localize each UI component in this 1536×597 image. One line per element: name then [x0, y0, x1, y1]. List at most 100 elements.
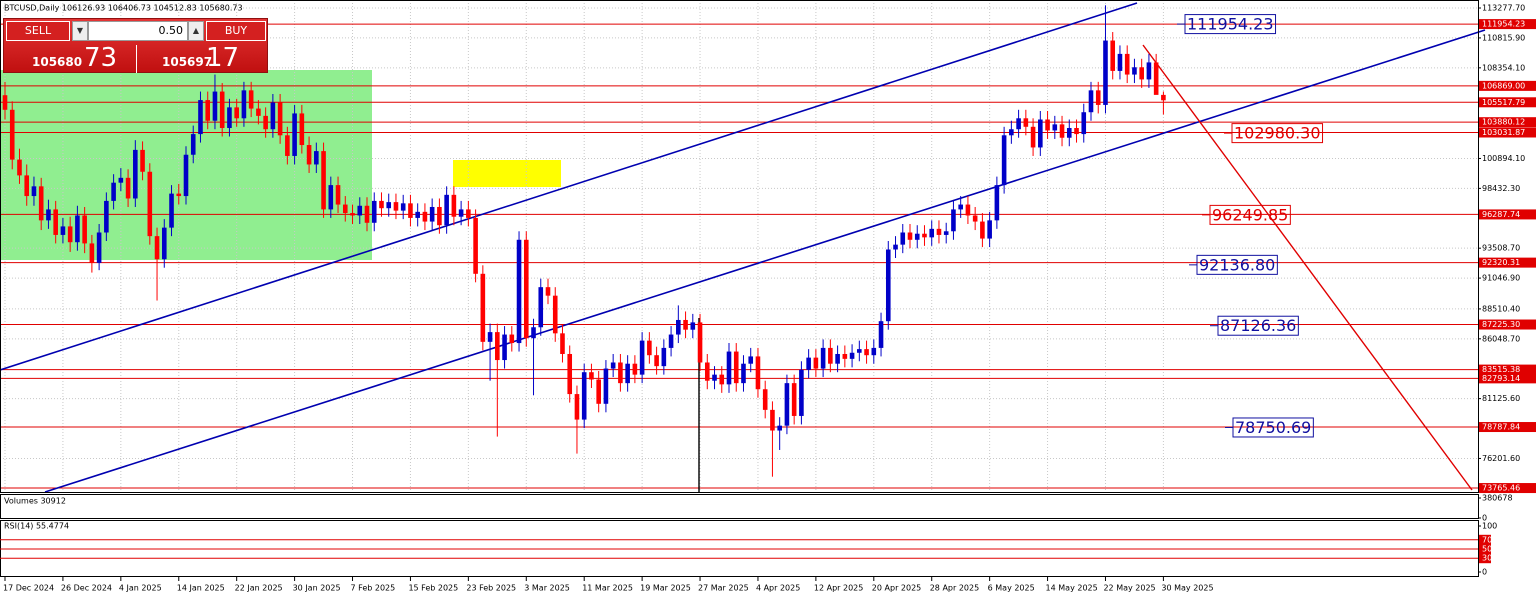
level-tag — [1479, 19, 1536, 30]
x-tick-label: 4 Apr 2025 — [756, 584, 800, 593]
level-label: 103880.12 — [1482, 118, 1525, 127]
rsi-tag — [1479, 544, 1491, 554]
candle-body — [335, 185, 341, 205]
level-label: 73765.46 — [1482, 484, 1520, 493]
candle-body — [784, 383, 790, 426]
candle-body — [53, 209, 58, 235]
y-tick-label: 108354.10 — [1482, 63, 1525, 72]
candle-body — [958, 204, 963, 210]
sell-button[interactable]: SELL — [6, 21, 70, 41]
candle-body — [1045, 119, 1050, 131]
level-tag — [1479, 483, 1536, 494]
candle-body — [1038, 119, 1043, 148]
candle-body — [147, 171, 153, 237]
bid-big: 105680 — [32, 55, 83, 69]
level-label: 87225.30 — [1482, 320, 1520, 329]
x-tick-label: 7 Feb 2025 — [351, 584, 396, 593]
candle-body — [610, 362, 616, 369]
main-frame — [0, 0, 1479, 493]
candle-body — [972, 215, 978, 222]
candle-body — [176, 193, 182, 197]
y-tick-label: 88510.40 — [1482, 304, 1520, 313]
candle-body — [936, 228, 942, 235]
channel-bottom — [44, 29, 1486, 493]
candle-body — [1117, 53, 1123, 71]
candle-body — [987, 220, 992, 239]
candle-body — [893, 244, 898, 250]
candle-body — [1009, 129, 1014, 136]
lot-up[interactable]: ▲ — [188, 21, 204, 41]
candle-body — [495, 332, 500, 361]
level-tag — [1479, 364, 1536, 375]
level-label: 105517.79 — [1482, 98, 1525, 107]
candle-body — [458, 209, 464, 217]
ask-big: 105697 — [162, 55, 213, 69]
price-box — [1184, 14, 1277, 35]
level-label: 92320.31 — [1482, 258, 1520, 267]
candle-body — [668, 334, 674, 348]
candle-body — [169, 193, 174, 228]
candle-body — [212, 91, 218, 121]
candle-body — [531, 327, 536, 339]
candle-body — [190, 134, 196, 155]
y-tick-label: 93508.70 — [1482, 244, 1520, 253]
candle-body — [306, 145, 312, 165]
x-tick-label: 27 Mar 2025 — [698, 584, 749, 593]
candle-body — [9, 109, 15, 160]
lot-input[interactable]: 0.50 — [88, 21, 188, 41]
price-annotation: 78750.69 — [1235, 418, 1311, 437]
level-label: 83515.38 — [1482, 365, 1520, 374]
candle-body — [285, 135, 290, 156]
candle-body — [516, 239, 522, 344]
candle-body — [1030, 126, 1036, 148]
candle-body — [487, 332, 493, 342]
candle-body — [951, 209, 956, 232]
y-tick-label: 100894.10 — [1482, 154, 1525, 163]
candle-body — [314, 151, 319, 165]
candle-body — [1095, 90, 1101, 105]
x-tick-label: 15 Feb 2025 — [408, 584, 458, 593]
channel-top — [0, 2, 1138, 371]
candle-body — [466, 209, 471, 218]
candle-body — [38, 186, 44, 221]
price-annotation: 96249.85 — [1212, 205, 1288, 224]
candle-body — [96, 232, 102, 263]
candle-body — [552, 295, 558, 334]
candle-body — [1001, 135, 1007, 186]
candle-body — [943, 231, 949, 235]
candle-body — [24, 175, 30, 197]
lot-down[interactable]: ▼ — [72, 21, 88, 41]
trade-panel: SELL ▼ 0.50 ▲ BUY 105680 73 105697 17 — [3, 18, 268, 73]
x-tick-label: 11 Mar 2025 — [582, 584, 633, 593]
candle-body — [849, 352, 855, 359]
candle-body — [104, 200, 109, 233]
level-label: 78787.84 — [1482, 423, 1520, 432]
candle-body — [1161, 94, 1166, 101]
ask-price: 105697 17 — [138, 43, 268, 73]
candle-body — [603, 368, 609, 404]
candle-body — [835, 353, 840, 364]
x-tick-label: 14 May 2025 — [1046, 584, 1098, 593]
chart-title: BTCUSD,Daily 106126.93 106406.73 104512.… — [4, 4, 243, 13]
y-tick-label: 86048.70 — [1482, 334, 1520, 343]
rsi-tick-label: 70 — [1482, 535, 1492, 544]
candle-body — [871, 347, 877, 356]
candle-body — [270, 102, 276, 130]
rsi-tick-label: 0 — [1482, 568, 1487, 577]
price-annotation: 87126.36 — [1220, 316, 1296, 335]
candle-body — [321, 151, 326, 210]
candle-body — [256, 108, 261, 116]
candle-body — [712, 374, 717, 381]
level-label: 111954.23 — [1482, 20, 1525, 29]
candle-body — [878, 321, 884, 348]
candle-body — [473, 217, 478, 274]
candle-body — [755, 356, 761, 390]
x-tick-label: 22 Jan 2025 — [235, 584, 283, 593]
candle-body — [205, 100, 211, 121]
candle-body — [299, 113, 305, 146]
candle-body — [379, 200, 384, 209]
candle-body — [161, 227, 167, 260]
candle-body — [1153, 62, 1159, 95]
buy-button[interactable]: BUY — [206, 21, 266, 41]
x-tick-label: 28 Apr 2025 — [930, 584, 979, 593]
